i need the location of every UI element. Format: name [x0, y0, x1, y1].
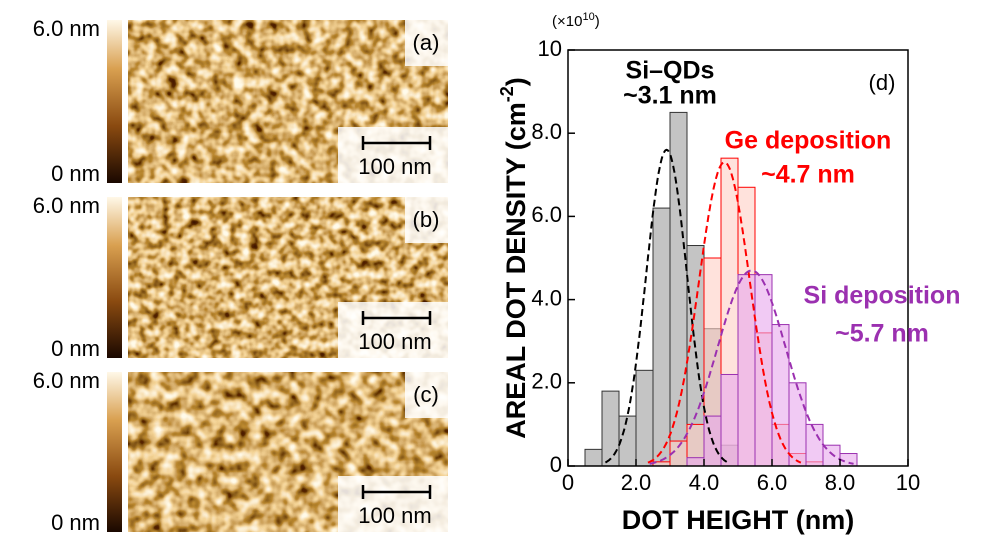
x-tick-label: 8.0 [825, 470, 856, 495]
colorbar-max-label: 6.0 nm [33, 16, 100, 41]
colorbar [107, 197, 122, 358]
y-axis-title-end: ) [501, 77, 531, 86]
panel-label: (b) [413, 207, 440, 232]
legend-label: Si deposition [804, 282, 961, 310]
colorbar [107, 20, 122, 183]
label-box [405, 372, 448, 418]
y-axis-title-main: AREAL DOT DENSITY (cm [501, 102, 531, 439]
y-tick-label: 8.0 [531, 119, 562, 144]
y-tick-label: 6.0 [531, 202, 562, 227]
legend-label: Si–QDs [626, 57, 715, 85]
histogram-bar [771, 324, 790, 467]
colorbar-max-label: 6.0 nm [33, 368, 100, 393]
scale-bar-label: 100 nm [358, 503, 431, 528]
afm-panels: 6.0 nm 0 nm (a) 100 nm 6.0 nm 0 nm (b) 100 nm 6.… [33, 16, 448, 535]
x-tick-label: 2.0 [621, 470, 652, 495]
y-tick-label: 4.0 [531, 285, 562, 310]
histogram-bar [652, 207, 671, 467]
scale-bar-label: 100 nm [358, 154, 431, 179]
fit-curve [649, 269, 854, 465]
x-tick-label: 4.0 [689, 470, 720, 495]
colorbar-max-label: 6.0 nm [33, 193, 100, 218]
colorbar-min-label: 0 nm [51, 510, 100, 535]
peak-label: ~4.7 nm [761, 161, 855, 189]
label-box [405, 20, 448, 66]
panel-label: (c) [413, 382, 439, 407]
legend-label: Ge deposition [725, 127, 892, 155]
colorbar-min-label: 0 nm [51, 336, 100, 361]
histogram-bar [635, 369, 654, 467]
histogram-bar [584, 448, 603, 467]
colorbar-min-label: 0 nm [51, 161, 100, 186]
histogram-chart: 0 2.0 4.0 6.0 8.0 10 0 2.0 4.0 6.0 8.0 10 DOT HEIGHT… [497, 11, 961, 535]
label-box [405, 197, 448, 243]
colorbar [107, 372, 122, 532]
x-tick-label: 6.0 [757, 470, 788, 495]
fit-curve [647, 161, 802, 464]
peak-label: ~3.1 nm [623, 82, 717, 110]
histogram-bar [788, 382, 807, 467]
histogram-bar [601, 390, 620, 467]
y-tick-label: 0 [550, 452, 562, 477]
fit-curve [604, 148, 729, 464]
x-axis-title: DOT HEIGHT (nm) [622, 505, 854, 535]
y-tick-label: 2.0 [531, 369, 562, 394]
x-tick-label: 10 [896, 470, 920, 495]
y-axis-title-sup: -2 [497, 86, 517, 102]
x-tick-label: 0 [562, 470, 574, 495]
plot-frame [567, 49, 909, 467]
panel-label: (d) [869, 70, 896, 95]
histogram-bar [720, 373, 739, 467]
histogram-bar [686, 457, 705, 467]
panel-label: (a) [413, 30, 440, 55]
multiplier-main: (×10 [552, 13, 582, 30]
peak-label: ~5.7 nm [835, 320, 929, 348]
multiplier-end: ) [595, 13, 600, 30]
histogram-bar [669, 111, 688, 467]
histogram-bar [737, 274, 756, 467]
y-tick-label: 10 [538, 36, 562, 61]
multiplier: (×1010) [552, 11, 600, 30]
scale-bar-label: 100 nm [358, 329, 431, 354]
multiplier-sup: 10 [582, 11, 594, 23]
y-axis-title: AREAL DOT DENSITY (cm-2) [497, 77, 531, 439]
